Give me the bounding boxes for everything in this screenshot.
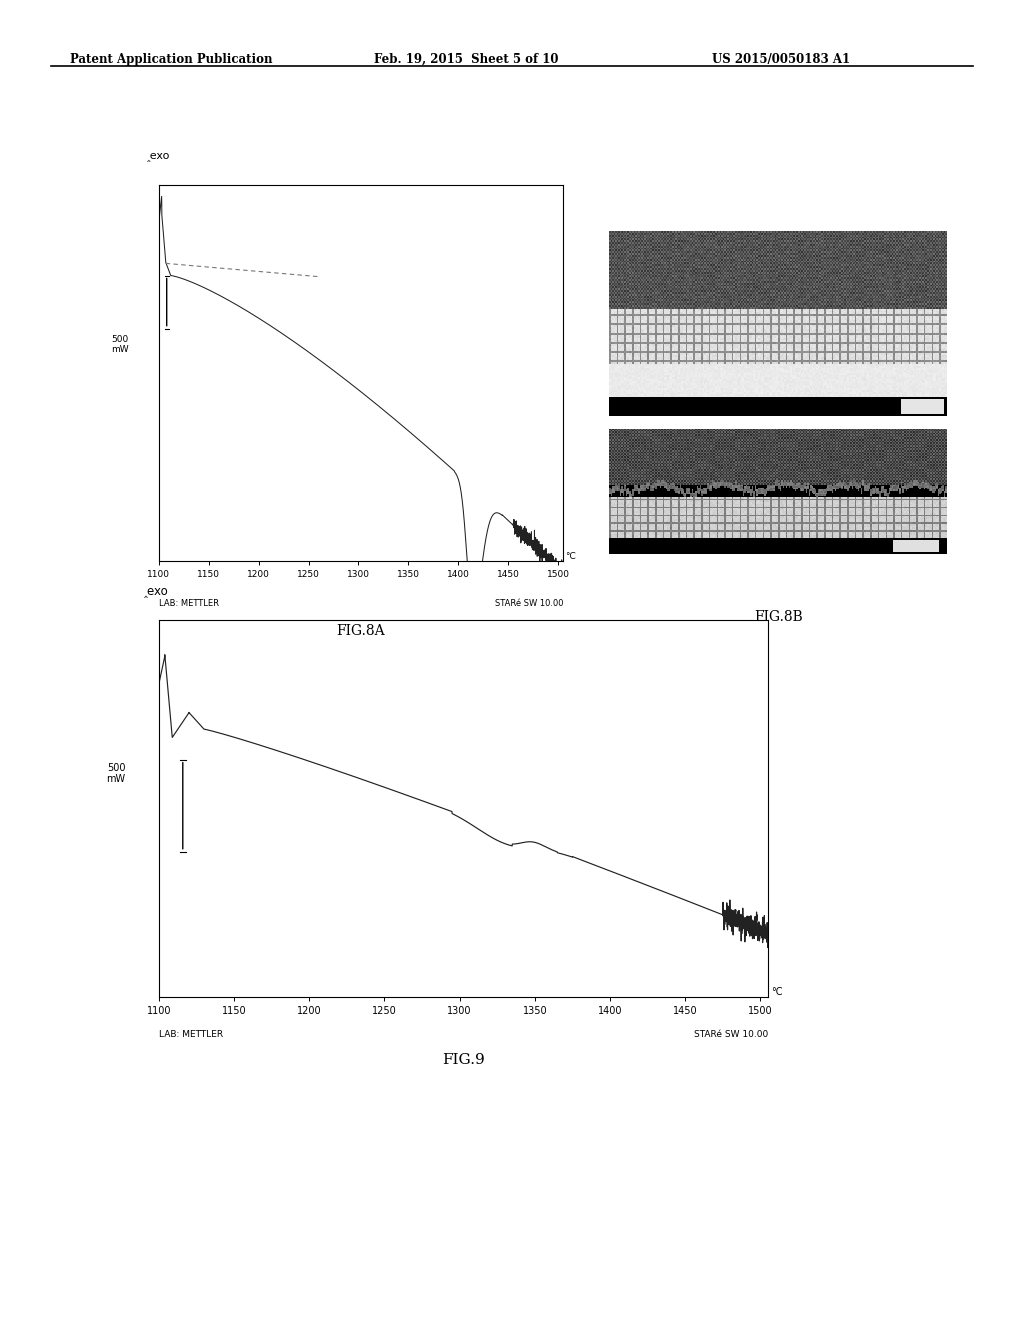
Text: LAB: METTLER: LAB: METTLER — [159, 1030, 223, 1039]
Text: Patent Application Publication: Patent Application Publication — [70, 53, 272, 66]
Text: STARé SW 10.00: STARé SW 10.00 — [495, 599, 563, 607]
Text: STARé SW 10.00: STARé SW 10.00 — [693, 1030, 768, 1039]
Text: LAB: METTLER: LAB: METTLER — [159, 599, 219, 607]
Text: FIG.8B: FIG.8B — [754, 610, 803, 624]
Text: ‸exo: ‸exo — [146, 152, 170, 162]
Text: °C: °C — [771, 986, 782, 997]
Text: 500
mW: 500 mW — [106, 763, 125, 784]
Text: FIG.8A: FIG.8A — [337, 624, 385, 639]
Text: US 2015/0050183 A1: US 2015/0050183 A1 — [712, 53, 850, 66]
Text: °C: °C — [565, 552, 575, 561]
Text: FIG.9: FIG.9 — [442, 1053, 484, 1068]
Text: ‸exo: ‸exo — [143, 585, 168, 598]
Text: 500
mW: 500 mW — [111, 335, 128, 354]
Text: Feb. 19, 2015  Sheet 5 of 10: Feb. 19, 2015 Sheet 5 of 10 — [374, 53, 558, 66]
